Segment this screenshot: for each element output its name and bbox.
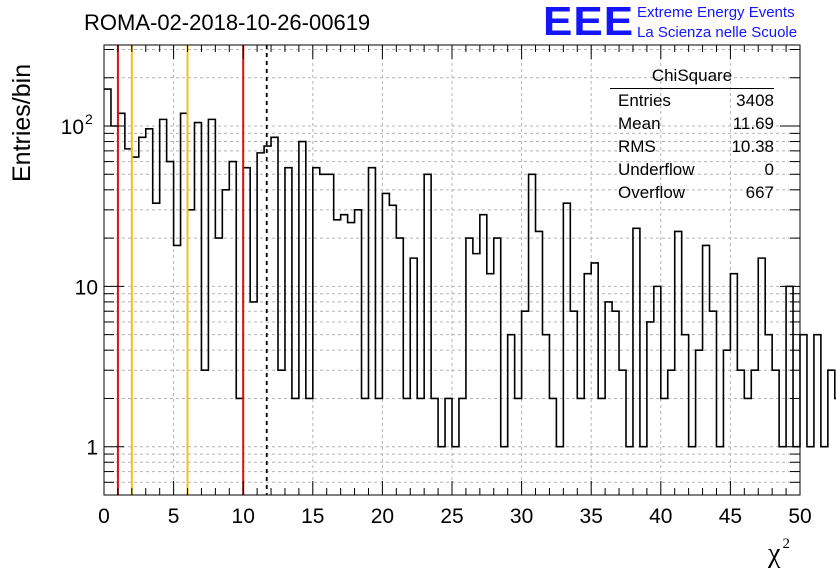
stats-label: RMS: [618, 137, 656, 156]
stats-label: Entries: [618, 91, 671, 110]
y-tick-label: 1: [86, 437, 98, 460]
x-tick-label: 0: [98, 505, 110, 528]
stats-row-underflow: Underflow 0: [610, 160, 774, 183]
x-tick-label: 5: [168, 505, 180, 528]
stats-row-rms: RMS 10.38: [610, 137, 774, 160]
x-tick-label: 30: [510, 505, 533, 528]
stats-row-entries: Entries 3408: [610, 91, 774, 114]
x-tick-label: 35: [580, 505, 603, 528]
x-tick-label: 25: [440, 505, 463, 528]
stats-label: Mean: [618, 114, 661, 133]
stats-box: ChiSquare Entries 3408 Mean 11.69 RMS 10.38…: [610, 66, 774, 206]
stats-value: 0: [764, 160, 774, 179]
x-tick-label: 40: [649, 505, 672, 528]
x-tick-label: 20: [371, 505, 394, 528]
stats-value: 11.69: [732, 114, 774, 133]
chart-title: ROMA-02-2018-10-26-00619: [84, 10, 371, 35]
x-tick-label: 15: [301, 505, 324, 528]
stats-value: 667: [745, 183, 774, 202]
histogram-layer: [104, 88, 836, 448]
y-tick-label: 10: [75, 276, 98, 299]
stats-label: Underflow: [618, 160, 695, 179]
histogram-outline: [104, 88, 836, 448]
logo-tagline-1: Extreme Energy Events: [637, 4, 795, 21]
x-tick-label: 10: [232, 505, 255, 528]
stats-value: 10.38: [731, 137, 774, 156]
stats-label: Overflow: [618, 183, 686, 202]
x-axis-label-symbol: χ: [768, 538, 781, 569]
stats-row-mean: Mean 11.69: [610, 114, 774, 137]
x-tick-label: 50: [788, 505, 811, 528]
x-tick-label: 45: [719, 505, 742, 528]
reference-lines: [116, 45, 268, 495]
eee-logo: EEE: [543, 0, 635, 45]
tick-layer: [103, 45, 801, 496]
stats-value: 3408: [736, 91, 774, 110]
y-tick-label: 10: [61, 116, 84, 139]
stats-row-overflow: Overflow 667: [610, 183, 774, 206]
stats-title: ChiSquare: [610, 66, 774, 89]
y-axis-label: Entries/bin: [8, 63, 36, 182]
x-axis-label-superscript: 2: [782, 536, 790, 552]
logo-tagline-2: La Scienza nelle Scuole: [637, 24, 798, 41]
y-tick-label-exponent: 2: [85, 111, 93, 127]
